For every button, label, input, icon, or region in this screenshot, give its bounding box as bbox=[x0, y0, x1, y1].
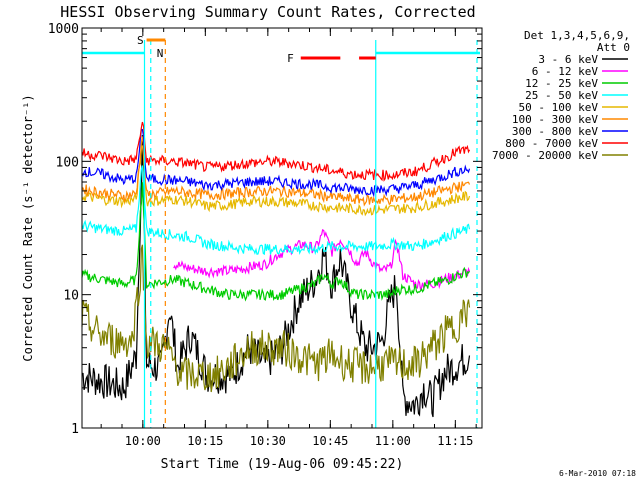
legend-entry-label: 25 - 50 keV bbox=[525, 89, 598, 102]
series-line bbox=[81, 165, 471, 256]
x-tick-label: 11:15 bbox=[437, 434, 473, 448]
x-tick-label: 10:45 bbox=[312, 434, 348, 448]
x-tick-label: 10:15 bbox=[187, 434, 223, 448]
legend-entry-label: 800 - 7000 keV bbox=[505, 137, 598, 150]
x-axis: 10:00 10:15 10:30 10:45 11:00 11:15 bbox=[100, 28, 477, 448]
series-line bbox=[81, 244, 471, 393]
series-layer bbox=[81, 121, 471, 418]
series-line bbox=[81, 121, 471, 182]
night-label: N bbox=[157, 47, 164, 60]
x-tick-label: 10:30 bbox=[250, 434, 286, 448]
legend-entry-label: 6 - 12 keV bbox=[532, 65, 599, 78]
series-line bbox=[81, 182, 471, 302]
y-tick-label: 10 bbox=[63, 289, 79, 304]
plot-frame bbox=[81, 27, 483, 429]
legend-entry-label: 50 - 100 keV bbox=[519, 101, 599, 114]
flare-label: F bbox=[287, 52, 294, 65]
legend-header: Att 0 bbox=[597, 41, 630, 54]
legend-header: Det 1,3,4,5,6,9, bbox=[524, 29, 630, 42]
chart-title: HESSI Observing Summary Count Rates, Cor… bbox=[60, 3, 475, 21]
plot-area: SN F 10:00 10:15 10:30 10:45 11:00 11:15 1 10 10… bbox=[48, 22, 483, 448]
series-line bbox=[173, 229, 471, 292]
legend-entry-label: 100 - 300 keV bbox=[512, 113, 598, 126]
series-line bbox=[81, 128, 471, 198]
x-tick-label: 11:00 bbox=[375, 434, 411, 448]
y-tick-label: 100 bbox=[56, 155, 79, 170]
x-tick-label: 10:00 bbox=[125, 434, 161, 448]
legend-entry-label: 7000 - 20000 keV bbox=[492, 149, 598, 162]
y-axis-label: Corrected Count Rate (s⁻¹ detector⁻¹) bbox=[21, 94, 35, 361]
x-axis-label: Start Time (19-Aug-06 09:45:22) bbox=[161, 457, 404, 472]
y-axis: 1 10 100 1000 bbox=[48, 22, 482, 437]
legend-entry-label: 12 - 25 keV bbox=[525, 77, 598, 90]
series-line bbox=[81, 145, 471, 217]
y-tick-label: 1000 bbox=[48, 22, 79, 37]
saa-label: S bbox=[137, 34, 144, 47]
footer-date: 6-Mar-2010 07:18 bbox=[559, 469, 636, 478]
legend-entry-label: 3 - 6 keV bbox=[538, 53, 598, 66]
legend-entry-label: 300 - 800 keV bbox=[512, 125, 598, 138]
series-line bbox=[81, 136, 471, 207]
y-tick-label: 1 bbox=[71, 422, 79, 437]
annotation-layer: SN F bbox=[82, 34, 480, 428]
